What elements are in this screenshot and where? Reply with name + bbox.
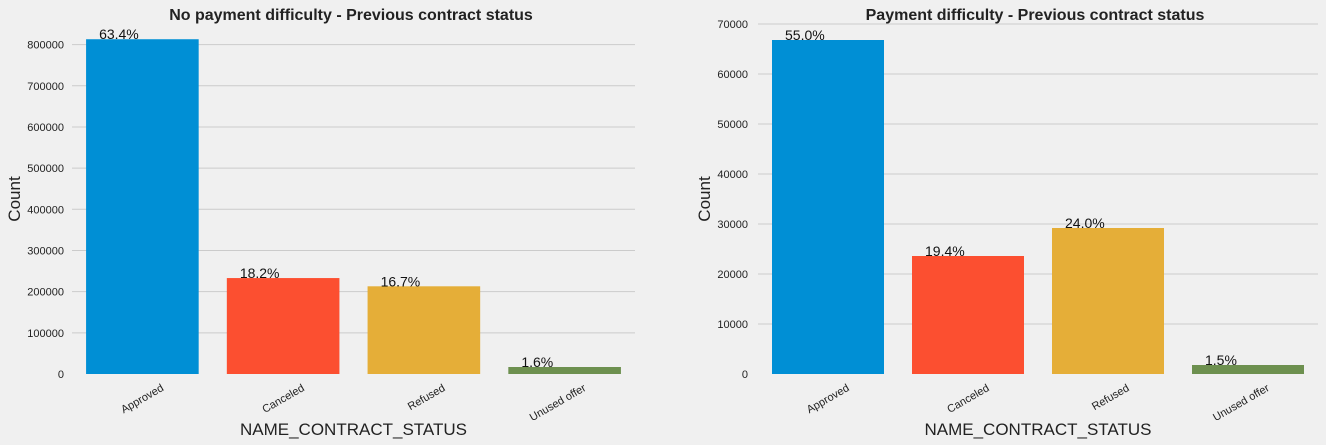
x-axis-label: NAME_CONTRACT_STATUS xyxy=(240,420,467,439)
bar-approved xyxy=(86,39,199,375)
y-tick-label: 50000 xyxy=(717,119,748,131)
y-tick-label: 0 xyxy=(742,369,748,381)
y-tick-label: 40000 xyxy=(717,169,748,181)
y-tick-label: 300000 xyxy=(27,245,64,257)
data-label: 1.6% xyxy=(521,354,553,370)
x-tick-label: Refused xyxy=(1090,382,1131,413)
bar-refused xyxy=(367,286,481,374)
bar-canceled xyxy=(912,256,1024,374)
data-label: 55.0% xyxy=(785,27,825,43)
data-label: 19.4% xyxy=(925,243,965,259)
y-tick-label: 200000 xyxy=(27,287,64,299)
y-axis-label: Count xyxy=(5,176,24,222)
bar-unused-offer xyxy=(508,367,621,374)
x-tick-label: Unused offer xyxy=(1211,382,1272,424)
data-label: 18.2% xyxy=(240,265,280,281)
y-tick-label: 0 xyxy=(58,369,64,381)
chart-panel-2: 0 10000 20000 30000 40000 50000 60000 70000 55.0… xyxy=(695,7,1318,439)
data-label: 1.5% xyxy=(1205,352,1237,368)
y-tick-label: 800000 xyxy=(27,40,64,52)
y-tick-label: 600000 xyxy=(27,122,64,134)
x-tick-label: Approved xyxy=(119,382,166,416)
y-tick-label: 10000 xyxy=(717,319,748,331)
x-tick-label: Unused offer xyxy=(528,382,589,424)
y-axis-label: Count xyxy=(695,176,714,222)
data-label: 16.7% xyxy=(381,273,421,289)
x-axis-label: NAME_CONTRACT_STATUS xyxy=(924,420,1151,439)
data-label: 63.4% xyxy=(99,26,139,42)
bar-refused xyxy=(1052,228,1164,374)
y-tick-label: 70000 xyxy=(717,19,748,31)
y-tick-label: 400000 xyxy=(27,204,64,216)
x-tick-label: Canceled xyxy=(945,382,991,416)
x-tick-label: Canceled xyxy=(260,382,306,416)
y-tick-label: 20000 xyxy=(717,269,748,281)
data-label: 24.0% xyxy=(1065,215,1105,231)
y-tick-label: 700000 xyxy=(27,81,64,93)
y-tick-label: 500000 xyxy=(27,163,64,175)
x-tick-label: Approved xyxy=(805,382,852,416)
bar-unused-offer xyxy=(1192,365,1304,374)
y-tick-label: 60000 xyxy=(717,69,748,81)
y-tick-label: 100000 xyxy=(27,328,64,340)
chart-panel-1: 0 100000 200000 300000 400000 500000 600000 700… xyxy=(5,7,635,439)
y-tick-label: 30000 xyxy=(717,219,748,231)
chart-title: Payment difficulty - Previous contract s… xyxy=(866,7,1205,24)
chart-title: No payment difficulty - Previous contrac… xyxy=(169,7,533,24)
x-tick-label: Refused xyxy=(406,382,447,413)
bar-approved xyxy=(772,40,884,374)
bar-canceled xyxy=(226,278,340,374)
